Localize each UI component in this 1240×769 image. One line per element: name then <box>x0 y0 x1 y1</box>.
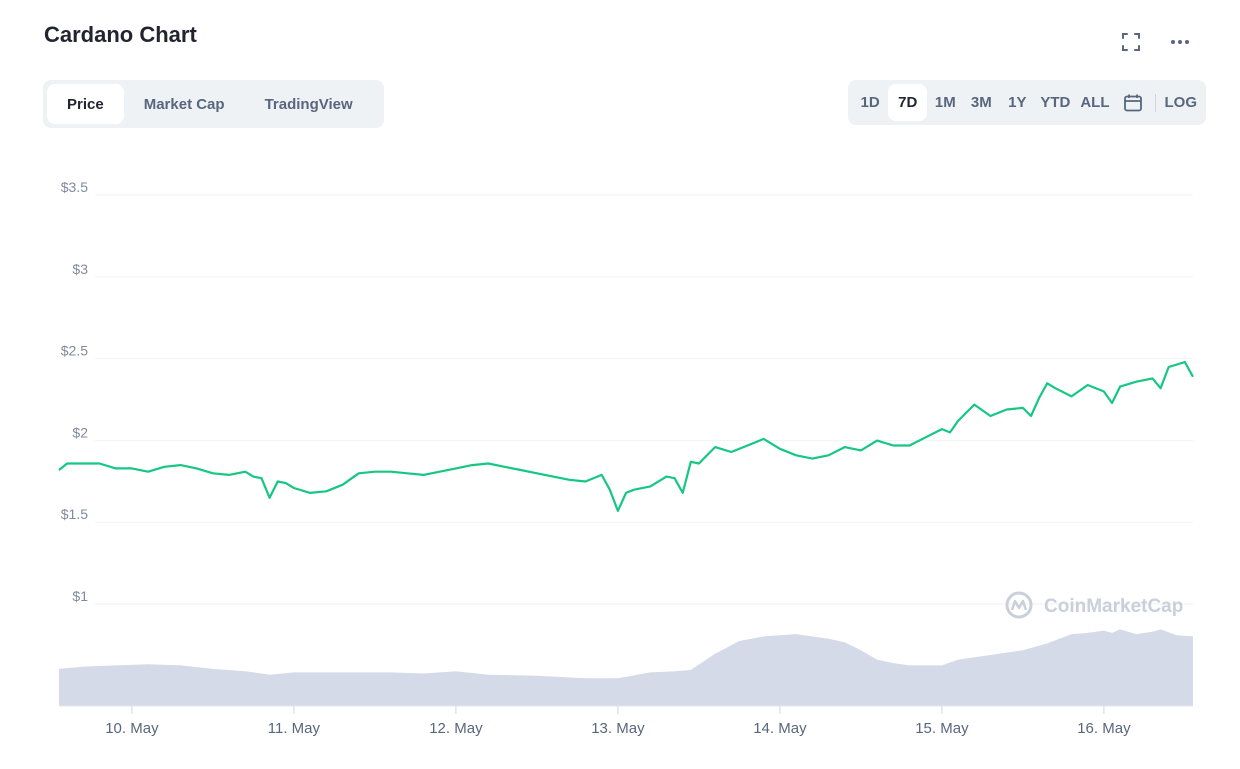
range-1m-button[interactable]: 1M <box>934 94 956 111</box>
x-axis: 10. May 11. May 12. May 13. May 14. May 15. M… <box>59 705 1193 737</box>
more-options-button[interactable] <box>1166 28 1194 56</box>
y-tick-label: $2.5 <box>61 343 88 359</box>
x-tick-label: 13. May <box>591 720 645 737</box>
range-1y-button[interactable]: 1Y <box>1008 94 1027 111</box>
calendar-icon <box>1123 94 1142 111</box>
tab-tradingview[interactable]: TradingView <box>264 95 353 113</box>
range-3m-button[interactable]: 3M <box>970 94 992 111</box>
volume-area <box>59 629 1193 706</box>
volume-area-path <box>59 629 1193 706</box>
y-tick-label: $1 <box>72 588 88 604</box>
y-tick-label: $3 <box>72 261 88 277</box>
expand-icon <box>1122 33 1140 51</box>
divider <box>1154 93 1156 112</box>
x-tick-label: 14. May <box>753 720 807 737</box>
x-tick-label: 12. May <box>429 720 483 737</box>
chart-grid <box>95 194 1193 605</box>
y-axis: $1 $1.5 $2 $2.5 $3 $3.5 <box>61 179 88 604</box>
x-tick-label: 15. May <box>915 720 969 737</box>
coinmarketcap-watermark: CoinMarketCap <box>1005 591 1183 619</box>
fullscreen-button[interactable] <box>1117 28 1145 56</box>
more-horizontal-icon <box>1171 40 1189 44</box>
range-all-button[interactable]: ALL <box>1080 94 1110 111</box>
y-tick-label: $1.5 <box>61 506 88 522</box>
page-title: Cardano Chart <box>44 22 197 47</box>
price-line <box>58 361 1194 512</box>
date-range-button[interactable] <box>1115 84 1151 121</box>
range-ytd-button[interactable]: YTD <box>1040 94 1071 111</box>
x-tick-label: 16. May <box>1077 720 1131 737</box>
x-tick-label: 11. May <box>268 720 321 737</box>
x-tick-label: 10. May <box>105 720 159 737</box>
y-tick-label: $3.5 <box>61 179 88 195</box>
time-range-selector: 1D 7D 1M 3M 1Y YTD ALL LOG <box>848 80 1206 125</box>
watermark-text: CoinMarketCap <box>1044 596 1183 617</box>
chart-view-tabs: Price Market Cap TradingView <box>43 80 384 128</box>
price-line-layer <box>58 361 1194 512</box>
y-tick-label: $2 <box>72 424 88 440</box>
log-scale-toggle[interactable]: LOG <box>1164 94 1198 111</box>
range-1d-button[interactable]: 1D <box>860 94 880 111</box>
tab-market-cap[interactable]: Market Cap <box>143 95 225 113</box>
tab-price[interactable]: Price <box>47 84 124 124</box>
range-7d-button[interactable]: 7D <box>888 84 928 121</box>
